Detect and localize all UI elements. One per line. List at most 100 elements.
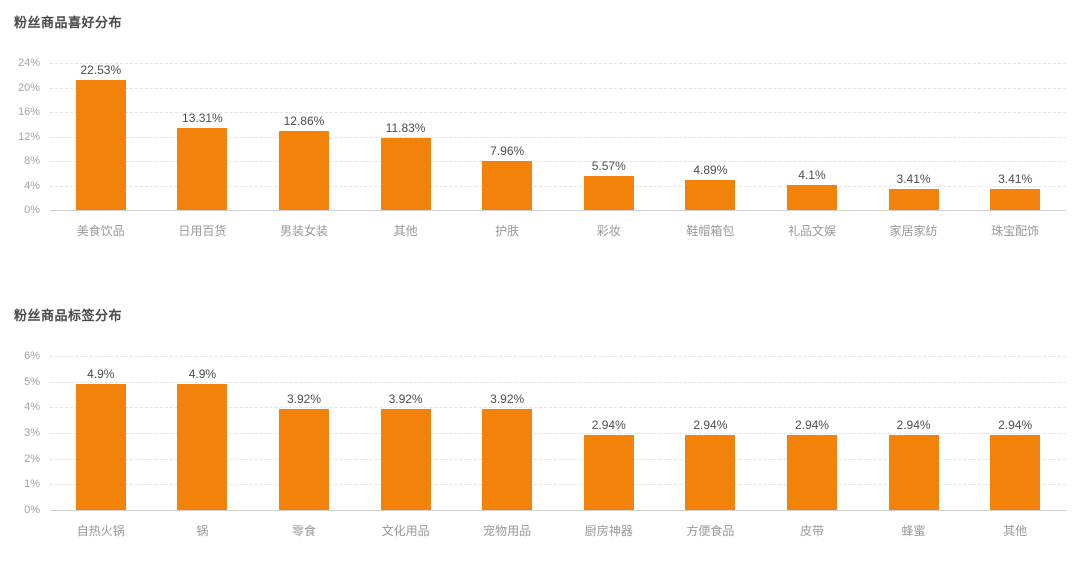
x-axis-category-label: 皮带 bbox=[799, 524, 824, 538]
bar[interactable] bbox=[177, 128, 228, 210]
bar[interactable] bbox=[482, 409, 533, 510]
bar[interactable] bbox=[177, 384, 228, 510]
x-axis-category-label: 其他 bbox=[393, 224, 418, 238]
bars-layer: 22.53% 13.31% 12.86% 11.83% 7.96% 5.57% 4.89% 4… bbox=[50, 63, 1066, 210]
x-axis-category-label: 珠宝配饰 bbox=[991, 224, 1040, 238]
bar-slot: 3.41% bbox=[964, 63, 1066, 210]
x-axis-category-label: 零食 bbox=[291, 524, 316, 538]
bar-value-label: 2.94% bbox=[693, 417, 728, 432]
y-axis-tick-label: 0% bbox=[24, 204, 40, 216]
y-axis-tick-label: 8% bbox=[24, 155, 40, 167]
bar-value-label: 4.1% bbox=[798, 167, 826, 182]
gridline bbox=[50, 433, 1066, 434]
y-axis-tick-label: 2% bbox=[24, 452, 40, 465]
bar-slot: 2.94% bbox=[761, 356, 863, 510]
bar-value-label: 2.94% bbox=[794, 417, 829, 432]
x-axis-category-label: 蜂蜜 bbox=[901, 524, 926, 538]
y-axis-tick-label: 4% bbox=[24, 401, 40, 414]
bars-layer: 4.9% 4.9% 3.92% 3.92% 3.92% 2.94% 2.94% 2.94% 2.… bbox=[50, 356, 1066, 510]
bar[interactable] bbox=[685, 434, 736, 510]
x-axis-category-label: 鞋帽箱包 bbox=[686, 224, 735, 238]
x-axis-category-label: 礼品文娱 bbox=[787, 224, 836, 238]
gridline bbox=[50, 87, 1066, 89]
y-axis-tick-label: 0% bbox=[24, 504, 40, 516]
x-axis-category-label: 厨房神器 bbox=[584, 524, 633, 538]
y-axis-tick-label: 12% bbox=[17, 130, 40, 143]
gridline bbox=[50, 185, 1066, 187]
bar[interactable] bbox=[990, 434, 1041, 510]
gridline bbox=[50, 381, 1066, 383]
bar[interactable] bbox=[380, 409, 431, 510]
bar[interactable] bbox=[482, 161, 533, 210]
bar-value-label: 3.92% bbox=[286, 392, 321, 407]
chart-fan-product-preference: 粉丝商品喜好分布 24% 20% 16% 12% 8% 4% 0% 22.53% 13.31% 1… bbox=[0, 0, 1080, 239]
bar-value-label: 4.9% bbox=[188, 367, 217, 382]
y-axis-tick-label: 3% bbox=[24, 427, 40, 439]
bar-slot: 2.94% bbox=[558, 356, 660, 510]
bar-value-label: 3.92% bbox=[490, 392, 525, 407]
x-axis-category-label: 锅 bbox=[196, 524, 209, 538]
bar-slot: 4.9% bbox=[152, 356, 254, 510]
chart-title: 粉丝商品标签分布 bbox=[14, 308, 123, 323]
gridline bbox=[50, 407, 1066, 409]
bar[interactable] bbox=[888, 189, 939, 210]
y-axis-tick-label: 5% bbox=[24, 375, 40, 388]
chart-title: 粉丝商品喜好分布 bbox=[14, 15, 123, 30]
bar-slot: 4.1% bbox=[761, 63, 863, 210]
bar-slot: 3.92% bbox=[456, 356, 558, 510]
bar[interactable] bbox=[685, 180, 736, 210]
bar[interactable] bbox=[75, 80, 126, 210]
bar-value-label: 2.94% bbox=[998, 417, 1033, 432]
bar-value-label: 12.86% bbox=[283, 114, 325, 129]
bar[interactable] bbox=[786, 434, 837, 510]
bar-slot: 2.94% bbox=[660, 356, 762, 510]
x-axis-category-label: 文化用品 bbox=[381, 524, 430, 538]
y-axis-tick-label: 1% bbox=[24, 478, 40, 491]
plot-area: 24% 20% 16% 12% 8% 4% 0% 22.53% 13.31% 12.86% 11.8… bbox=[18, 57, 1066, 216]
bar-value-label: 3.41% bbox=[998, 172, 1033, 187]
bar[interactable] bbox=[888, 434, 939, 510]
bar[interactable] bbox=[990, 189, 1041, 210]
gridline bbox=[50, 112, 1066, 113]
plot-wrapper: 24% 20% 16% 12% 8% 4% 0% 22.53% 13.31% 12.86% 11.8… bbox=[18, 57, 1066, 239]
gridline bbox=[50, 63, 1066, 64]
bar-slot: 12.86% bbox=[253, 63, 355, 210]
x-axis-category-label: 护肤 bbox=[495, 224, 520, 238]
y-axis-tick-label: 6% bbox=[24, 350, 40, 362]
bar-slot: 3.92% bbox=[355, 356, 457, 510]
bar-value-label: 13.31% bbox=[182, 111, 223, 126]
x-axis-labels: 自热火锅 锅 零食 文化用品 宠物用品 厨房神器 方便食品 皮带 蜂蜜 其他 bbox=[50, 522, 1066, 539]
gridline bbox=[50, 484, 1066, 486]
y-axis-tick-label: 20% bbox=[17, 81, 40, 94]
bar-slot: 5.57% bbox=[558, 63, 660, 210]
bar-slot: 2.94% bbox=[863, 356, 965, 510]
bar[interactable] bbox=[583, 175, 634, 210]
plot-wrapper: 6% 5% 4% 3% 2% 1% 0% 4.9% 4.9% 3.92% 3.92% 3.92% 2.9… bbox=[24, 350, 1066, 539]
bar[interactable] bbox=[786, 184, 837, 210]
bar-value-label: 4.89% bbox=[693, 163, 728, 178]
x-axis-category-label: 自热火锅 bbox=[76, 524, 125, 538]
bar-value-label: 3.92% bbox=[388, 392, 423, 407]
bar-slot: 13.31% bbox=[152, 63, 254, 210]
chart-fan-product-tags: 粉丝商品标签分布 6% 5% 4% 3% 2% 1% 0% 4.9% 4.9% 3.92% 3.92… bbox=[0, 239, 1080, 539]
bar[interactable] bbox=[380, 137, 431, 210]
x-axis-category-label: 日用百货 bbox=[178, 224, 227, 238]
bar-value-label: 11.83% bbox=[385, 120, 426, 135]
bar[interactable] bbox=[583, 434, 634, 510]
x-axis-category-label: 其他 bbox=[1003, 524, 1028, 538]
plot-area: 6% 5% 4% 3% 2% 1% 0% 4.9% 4.9% 3.92% 3.92% 3.92% 2.9… bbox=[24, 350, 1066, 516]
bar-slot: 3.92% bbox=[253, 356, 355, 510]
y-axis-tick-label: 4% bbox=[24, 179, 40, 192]
x-axis-category-label: 彩妆 bbox=[596, 224, 621, 238]
bar-value-label: 3.41% bbox=[896, 172, 931, 187]
x-axis-labels: 美食饮品 日用百货 男装女装 其他 护肤 彩妆 鞋帽箱包 礼品文娱 家居家纺 珠宝配饰 bbox=[50, 222, 1066, 239]
bar[interactable] bbox=[278, 131, 329, 210]
bar-value-label: 5.57% bbox=[591, 158, 626, 173]
x-axis-category-label: 方便食品 bbox=[686, 524, 735, 538]
bar[interactable] bbox=[75, 384, 126, 510]
bar[interactable] bbox=[278, 409, 329, 510]
bar-slot: 3.41% bbox=[863, 63, 965, 210]
bar-value-label: 7.96% bbox=[490, 144, 525, 159]
bar-slot: 7.96% bbox=[456, 63, 558, 210]
gridline bbox=[50, 458, 1066, 460]
